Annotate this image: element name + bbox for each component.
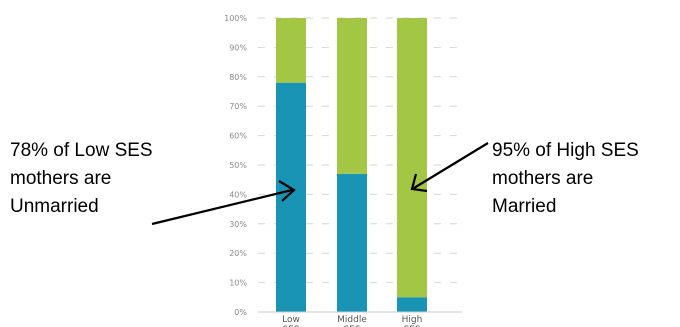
annotation-right: 95% of High SES mothers are Married: [492, 140, 639, 217]
bar-segment: [397, 18, 427, 297]
x-category-label: High: [402, 315, 423, 325]
annotation-right-line-1: 95% of High SES: [492, 140, 639, 161]
bar-segment: [337, 174, 367, 312]
y-tick-label: 70%: [229, 102, 247, 111]
annotation-right-line-2: mothers are: [492, 168, 593, 189]
y-axis-ticks: 0% 10% 20% 30% 40% 50% 60% 70% 80% 90% 100%: [224, 14, 247, 317]
annotation-left: 78% of Low SES mothers are Unmarried: [10, 140, 153, 217]
x-category-label: Low: [282, 315, 300, 325]
annotation-left-line-3: Unmarried: [10, 196, 99, 217]
y-tick-label: 100%: [224, 14, 247, 23]
x-axis-categories: LowSESMiddleSESHighSES: [282, 315, 422, 327]
y-tick-label: 30%: [229, 220, 247, 229]
y-tick-label: 80%: [229, 73, 247, 82]
y-tick-label: 0%: [234, 308, 247, 317]
y-tick-label: 60%: [229, 132, 247, 141]
y-tick-label: 40%: [229, 190, 247, 199]
y-tick-label: 50%: [229, 161, 247, 170]
bar-segment: [276, 18, 306, 83]
y-tick-label: 10%: [229, 279, 247, 288]
x-category-label: Middle: [337, 315, 367, 325]
annotation-left-line-1: 78% of Low SES: [10, 140, 153, 161]
bar-segment: [397, 297, 427, 312]
annotation-right-line-3: Married: [492, 196, 556, 217]
arrow-left: [152, 181, 294, 224]
y-tick-label: 20%: [229, 249, 247, 258]
annotation-left-line-2: mothers are: [10, 168, 111, 189]
bars: [276, 18, 427, 312]
bar-segment: [276, 83, 306, 312]
bar-segment: [337, 18, 367, 174]
y-tick-label: 90%: [229, 43, 247, 52]
